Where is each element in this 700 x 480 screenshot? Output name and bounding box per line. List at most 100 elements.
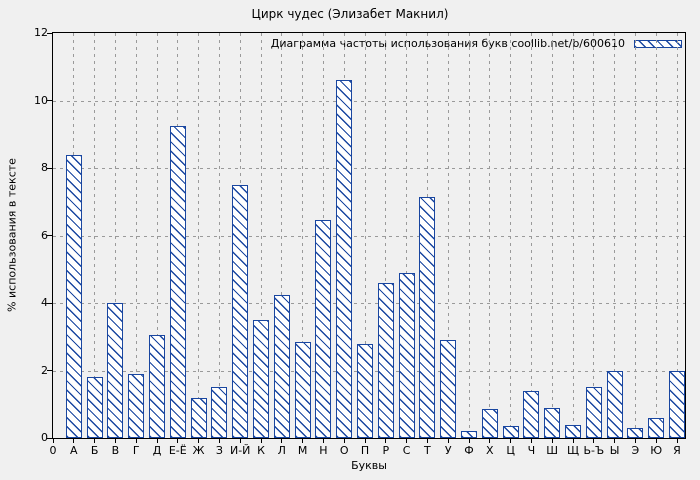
gridline-vertical (614, 33, 616, 438)
bar (169, 125, 186, 438)
x-axis-tick (114, 438, 116, 443)
x-axis-tick (302, 438, 304, 443)
bar (211, 387, 228, 438)
x-tick-label: Ч (527, 444, 536, 457)
x-tick-label: А (70, 444, 78, 457)
bar (419, 196, 436, 438)
gridline-vertical (302, 33, 304, 438)
x-axis-tick (551, 438, 553, 443)
gridline-vertical (156, 33, 158, 438)
x-axis-tick (676, 438, 678, 443)
x-tick-label: Я (673, 444, 681, 457)
bar (648, 417, 665, 438)
x-axis-tick (406, 438, 408, 443)
y-axis-tick (46, 235, 52, 236)
x-axis-tick (468, 438, 470, 443)
x-axis-tick (156, 438, 158, 443)
bar (253, 319, 269, 438)
bar (398, 272, 415, 438)
gridline-vertical (198, 33, 200, 438)
y-tick-label: 8 (41, 161, 48, 174)
y-axis-tick (46, 302, 52, 304)
bar (502, 426, 519, 438)
x-tick-label: Т (424, 444, 431, 457)
gridline-vertical (551, 33, 553, 438)
x-tick-label: Х (486, 444, 494, 457)
legend: Диаграмма частоты использования букв coo… (271, 37, 682, 50)
x-axis-tick (510, 438, 512, 443)
x-tick-label: Ц (506, 444, 515, 457)
x-tick-label: Ф (464, 444, 474, 457)
bar (585, 387, 602, 438)
gridline-vertical (489, 33, 491, 438)
y-tick-label: 2 (41, 363, 48, 377)
plot-area: Диаграмма частоты использования букв coo… (46, 31, 686, 443)
x-tick-label: Ю (650, 444, 663, 457)
gridline-vertical (260, 33, 262, 438)
bar (357, 343, 373, 438)
x-axis-tick (177, 438, 179, 443)
x-axis-tick (655, 438, 657, 443)
bar (315, 220, 332, 438)
gridline-vertical (94, 33, 96, 438)
x-tick-label: Г (132, 444, 140, 457)
x-tick-label: И-Й (229, 444, 251, 457)
bar (606, 370, 623, 438)
y-tick-label: 6 (41, 228, 48, 242)
x-tick-label: Р (382, 444, 390, 457)
x-axis-tick (52, 438, 54, 443)
gridline-vertical (218, 33, 220, 438)
x-tick-label: Д (152, 444, 162, 457)
x-tick-label: Ш (546, 444, 559, 457)
x-tick-label: Ж (192, 444, 205, 457)
gridline-vertical (468, 33, 470, 438)
x-axis-tick (94, 438, 96, 443)
bar (273, 294, 290, 438)
y-tick-label: 12 (34, 26, 48, 39)
x-axis-tick (322, 438, 324, 443)
gridline-horizontal (53, 100, 685, 102)
y-axis-label: % использования в тексте (5, 158, 19, 312)
x-tick-label: М (297, 444, 308, 457)
x-axis-tick (343, 438, 345, 443)
x-tick-label: 0 (49, 444, 57, 457)
gridline-vertical (114, 33, 116, 438)
gridline-vertical (655, 33, 657, 438)
x-axis-tick (447, 438, 449, 443)
x-axis-tick (260, 438, 262, 443)
gridline-horizontal (53, 303, 685, 304)
legend-swatch (634, 39, 682, 48)
bar (86, 377, 103, 438)
gridline-vertical (530, 33, 532, 438)
x-axis-tick (218, 438, 220, 443)
x-tick-label: Л (277, 444, 286, 457)
x-axis-tick (426, 438, 428, 443)
bar (149, 335, 165, 438)
x-axis-tick (572, 438, 574, 443)
gridline-vertical (676, 33, 678, 438)
gridline-vertical (447, 33, 449, 438)
bar (544, 407, 561, 438)
x-tick-label: О (339, 444, 349, 457)
x-tick-label: П (360, 444, 370, 457)
bar (565, 424, 581, 438)
bar (190, 397, 207, 438)
gridline-vertical (634, 33, 636, 438)
gridline-vertical (364, 33, 366, 438)
x-tick-label: З (215, 444, 223, 457)
x-tick-label: Ы (609, 444, 620, 457)
bar (461, 431, 477, 438)
x-axis-tick (614, 438, 616, 443)
y-tick-label: 4 (41, 296, 48, 309)
bar (627, 427, 644, 438)
gridline-vertical (281, 33, 283, 438)
x-tick-label: Э (631, 444, 640, 457)
x-axis-tick (489, 438, 491, 443)
bar (481, 409, 498, 438)
x-tick-label: Ь-Ъ (583, 444, 605, 457)
y-axis-tick (46, 437, 52, 439)
gridline-vertical (593, 33, 595, 438)
x-tick-label: Б (90, 444, 99, 457)
x-axis-tick (135, 438, 137, 443)
